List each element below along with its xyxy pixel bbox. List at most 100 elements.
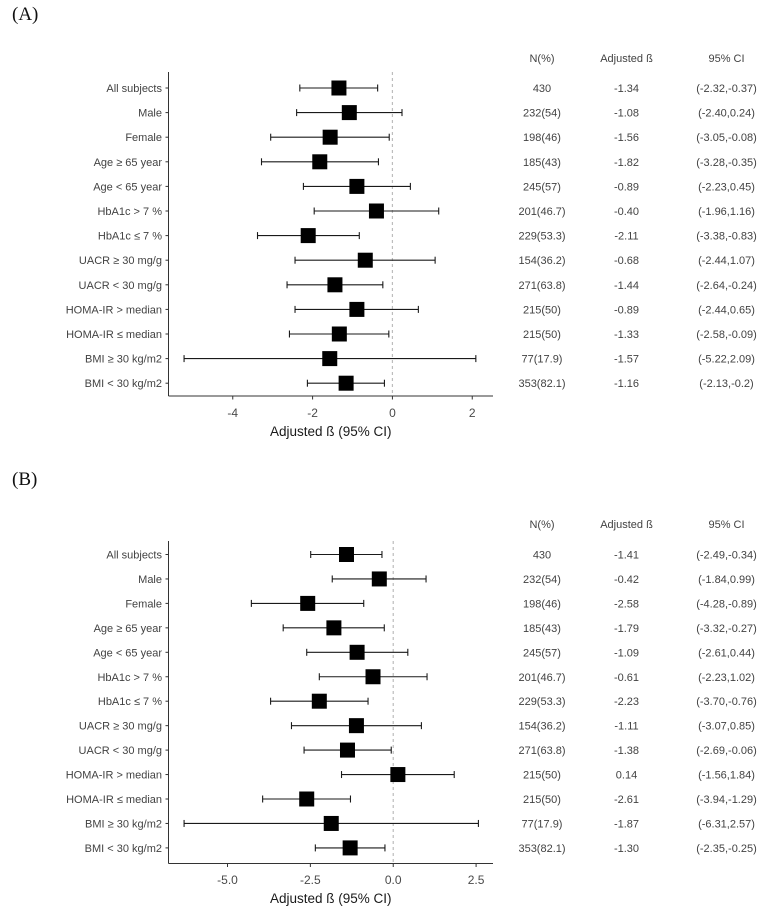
beta-cell: -1.30	[614, 843, 639, 855]
ci-cell: (-2.61,0.44)	[698, 647, 755, 659]
n-cell: 185(43)	[523, 157, 561, 169]
row-label: All subjects	[106, 83, 162, 95]
n-cell: 430	[533, 550, 551, 562]
x-axis-title: Adjusted ß (95% CI)	[270, 891, 392, 906]
x-tick-label: 2.5	[468, 873, 485, 887]
ci-cell: (-3.07,0.85)	[698, 721, 755, 733]
panel-a-letter: (A)	[12, 4, 39, 25]
row-label: BMI < 30 kg/m2	[85, 378, 162, 390]
beta-square	[300, 228, 316, 244]
beta-cell: -0.68	[614, 255, 639, 267]
beta-square	[327, 277, 343, 293]
beta-square	[348, 718, 364, 734]
row-label: HOMA-IR > median	[66, 770, 162, 782]
row-label: All subjects	[106, 550, 162, 562]
beta-cell: -2.58	[614, 598, 639, 610]
row-label: UACR ≥ 30 mg/g	[79, 721, 162, 733]
ci-cell: (-2.44,0.65)	[698, 304, 755, 316]
row-label: HbA1c ≤ 7 %	[98, 231, 162, 243]
beta-cell: -1.44	[614, 280, 639, 292]
beta-square	[331, 80, 347, 96]
n-cell: 232(54)	[523, 108, 561, 120]
beta-square	[338, 375, 354, 391]
row-label: HOMA-IR ≤ median	[66, 329, 162, 341]
n-cell: 245(57)	[523, 181, 561, 193]
beta-square	[338, 547, 354, 562]
beta-cell: -1.41	[614, 550, 639, 562]
row-label: HOMA-IR > median	[66, 304, 162, 316]
ci-cell: (-2.58,-0.09)	[696, 329, 757, 341]
beta-square	[326, 620, 342, 636]
n-cell: 154(36.2)	[518, 255, 565, 267]
beta-square	[312, 154, 328, 170]
beta-cell: -1.38	[614, 745, 639, 757]
ci-cell: (-5.22,2.09)	[698, 354, 755, 366]
row-label: Female	[125, 598, 162, 610]
x-tick-label: 0	[389, 406, 396, 420]
row-label: Age ≥ 65 year	[94, 623, 163, 635]
ci-cell: (-2.69,-0.06)	[696, 745, 757, 757]
beta-square	[322, 129, 338, 145]
n-cell: 215(50)	[523, 304, 561, 316]
row-label: HbA1c ≤ 7 %	[98, 696, 162, 708]
panel-a-forest-chart: -4 -2 0 2 Adjusted ß (95% CI) N(%) Adjusted ß 9…	[66, 53, 757, 439]
ci-cell: (-4.28,-0.89)	[696, 598, 757, 610]
beta-cell: -1.16	[614, 378, 639, 390]
panel-b: (B) -5.0 -2.5 0.0 2.5 Adjusted ß (95% CI) N(%…	[0, 461, 782, 922]
beta-cell: -1.56	[614, 132, 639, 144]
n-cell: 77(17.9)	[522, 354, 563, 366]
n-cell: 198(46)	[523, 132, 561, 144]
beta-cell: -2.61	[614, 794, 639, 806]
ci-cell: (-2.32,-0.37)	[696, 83, 757, 95]
n-cell: 430	[533, 83, 551, 95]
beta-cell: -0.89	[614, 181, 639, 193]
beta-square	[331, 326, 347, 342]
ci-cell: (-2.23,0.45)	[698, 181, 755, 193]
n-cell: 353(82.1)	[518, 843, 565, 855]
beta-square	[365, 669, 381, 685]
n-cell: 271(63.8)	[518, 745, 565, 757]
beta-cell: 0.14	[616, 770, 637, 782]
beta-square	[349, 178, 365, 194]
n-cell: 185(43)	[523, 623, 561, 635]
n-cell: 229(53.3)	[518, 696, 565, 708]
column-header-n: N(%)	[529, 53, 554, 65]
beta-cell: -0.61	[614, 672, 639, 684]
x-tick-label: -2.5	[300, 873, 321, 887]
row-label: BMI ≥ 30 kg/m2	[85, 354, 162, 366]
beta-cell: -1.33	[614, 329, 639, 341]
beta-square	[368, 203, 384, 219]
column-header-beta: Adjusted ß	[600, 53, 653, 65]
n-cell: 215(50)	[523, 794, 561, 806]
row-label: BMI ≥ 30 kg/m2	[85, 818, 162, 830]
n-cell: 232(54)	[523, 574, 561, 586]
ci-cell: (-2.64,-0.24)	[696, 280, 757, 292]
ci-cell: (-2.40,0.24)	[698, 108, 755, 120]
beta-square	[299, 791, 315, 807]
column-header-n: N(%)	[529, 519, 554, 531]
beta-square	[300, 595, 316, 611]
x-tick-label: -5.0	[217, 873, 238, 887]
x-tick-label: 0.0	[385, 873, 402, 887]
column-header-ci: 95% CI	[708, 519, 744, 531]
beta-cell: -0.89	[614, 304, 639, 316]
ci-cell: (-1.56,1.84)	[698, 770, 755, 782]
n-cell: 215(50)	[523, 770, 561, 782]
row-label: Male	[138, 574, 162, 586]
row-label: UACR < 30 mg/g	[79, 745, 162, 757]
column-header-ci: 95% CI	[708, 53, 744, 65]
row-label: HOMA-IR ≤ median	[66, 794, 162, 806]
n-cell: 229(53.3)	[518, 231, 565, 243]
beta-square	[390, 767, 406, 783]
beta-square	[322, 351, 338, 367]
x-tick-label: 2	[469, 406, 476, 420]
row-label: HbA1c > 7 %	[97, 206, 162, 218]
beta-square	[311, 693, 327, 709]
ci-cell: (-2.23,1.02)	[698, 672, 755, 684]
column-header-beta: Adjusted ß	[600, 519, 653, 531]
beta-cell: -1.79	[614, 623, 639, 635]
row-label: UACR < 30 mg/g	[79, 280, 162, 292]
beta-cell: -1.09	[614, 647, 639, 659]
beta-cell: -0.42	[614, 574, 639, 586]
